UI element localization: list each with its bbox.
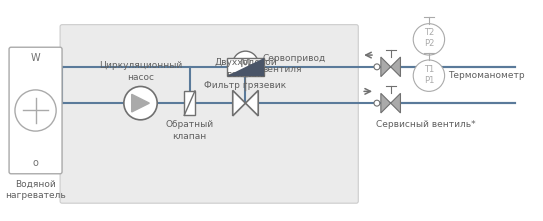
- Text: Обратный
клапан: Обратный клапан: [166, 120, 213, 141]
- Text: W: W: [31, 53, 40, 63]
- Text: Фильтр грязевик: Фильтр грязевик: [204, 81, 287, 90]
- Text: Водяной
нагреватель: Водяной нагреватель: [5, 180, 66, 200]
- Text: T2
P2: T2 P2: [424, 28, 434, 48]
- Polygon shape: [381, 93, 390, 113]
- Text: Сервисный вентиль*: Сервисный вентиль*: [376, 120, 476, 129]
- Text: Циркуляционный
насос: Циркуляционный насос: [99, 61, 182, 82]
- FancyBboxPatch shape: [60, 25, 358, 203]
- Polygon shape: [227, 57, 264, 76]
- Polygon shape: [245, 90, 258, 116]
- Circle shape: [374, 64, 380, 70]
- Polygon shape: [390, 93, 401, 113]
- Text: o: o: [33, 158, 39, 168]
- Polygon shape: [227, 57, 264, 76]
- Text: Термоманометр: Термоманометр: [449, 71, 525, 80]
- Circle shape: [374, 100, 380, 106]
- Circle shape: [15, 90, 56, 131]
- Text: Двухходовой
вентиль: Двухходовой вентиль: [214, 58, 277, 79]
- Circle shape: [124, 86, 157, 120]
- Polygon shape: [390, 57, 401, 77]
- Text: Сервопривод
вентиля: Сервопривод вентиля: [262, 53, 325, 74]
- Polygon shape: [233, 90, 245, 116]
- Polygon shape: [381, 57, 390, 77]
- Text: M: M: [240, 57, 251, 70]
- Circle shape: [413, 24, 445, 55]
- Text: T1
P1: T1 P1: [424, 65, 434, 85]
- Circle shape: [233, 51, 258, 77]
- Bar: [184, 91, 195, 115]
- Circle shape: [413, 60, 445, 91]
- FancyBboxPatch shape: [9, 47, 62, 174]
- Polygon shape: [132, 94, 149, 112]
